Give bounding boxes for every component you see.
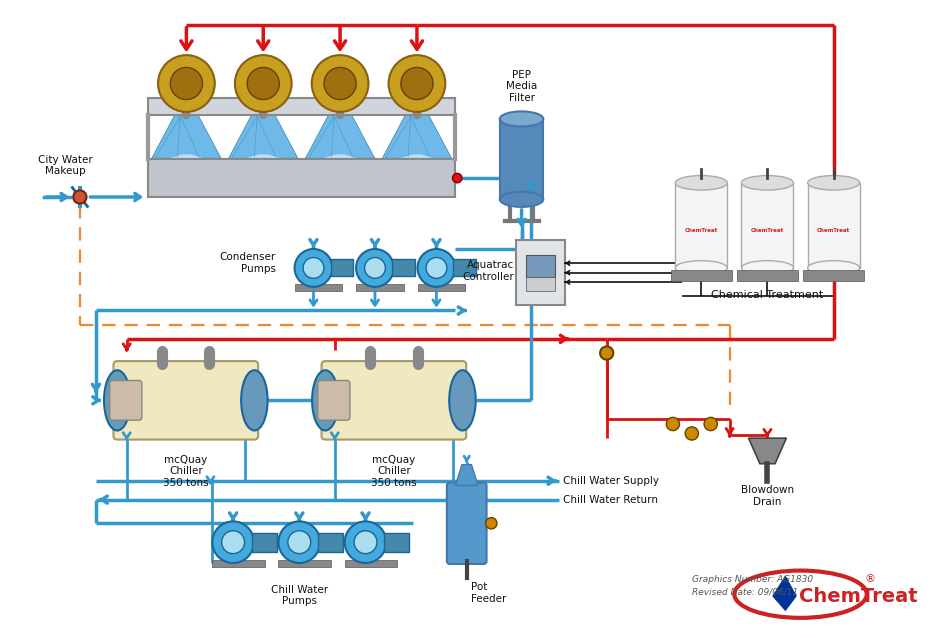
Polygon shape xyxy=(773,575,797,611)
Bar xyxy=(212,560,265,567)
Text: Chill Water Return: Chill Water Return xyxy=(563,494,658,505)
FancyBboxPatch shape xyxy=(110,380,142,420)
Bar xyxy=(331,260,353,276)
Circle shape xyxy=(666,417,679,431)
Circle shape xyxy=(171,68,202,100)
Bar xyxy=(279,560,331,567)
Circle shape xyxy=(685,427,698,440)
Circle shape xyxy=(704,417,718,431)
Circle shape xyxy=(426,258,446,278)
FancyBboxPatch shape xyxy=(114,361,258,440)
Bar xyxy=(356,284,404,291)
Text: ChemTreat: ChemTreat xyxy=(817,228,850,233)
Polygon shape xyxy=(382,115,452,158)
Circle shape xyxy=(324,68,356,100)
Circle shape xyxy=(364,258,385,278)
Bar xyxy=(392,260,415,276)
Text: Chill Water Supply: Chill Water Supply xyxy=(563,476,659,486)
FancyBboxPatch shape xyxy=(446,482,487,564)
Bar xyxy=(500,119,543,199)
Text: Blowdown
Drain: Blowdown Drain xyxy=(741,486,794,507)
Polygon shape xyxy=(456,464,478,486)
Ellipse shape xyxy=(676,175,727,190)
Text: mcQuay
Chiller
350 tons: mcQuay Chiller 350 tons xyxy=(163,455,209,488)
FancyBboxPatch shape xyxy=(148,98,456,115)
Text: ChemTreat: ChemTreat xyxy=(751,228,784,233)
Bar xyxy=(803,270,864,281)
Ellipse shape xyxy=(742,261,793,275)
Circle shape xyxy=(158,55,214,112)
Polygon shape xyxy=(323,154,357,158)
Bar xyxy=(808,183,859,268)
Polygon shape xyxy=(400,154,433,158)
Circle shape xyxy=(453,174,462,183)
Circle shape xyxy=(288,531,310,554)
Circle shape xyxy=(600,346,613,360)
Circle shape xyxy=(222,531,244,554)
Bar xyxy=(252,533,277,552)
Text: Condenser
Pumps: Condenser Pumps xyxy=(219,253,276,274)
FancyBboxPatch shape xyxy=(527,278,555,291)
Ellipse shape xyxy=(500,112,543,126)
Circle shape xyxy=(486,517,497,529)
Circle shape xyxy=(356,249,394,287)
Polygon shape xyxy=(306,115,375,158)
Circle shape xyxy=(235,55,292,112)
Text: PEP
Media
Filter: PEP Media Filter xyxy=(506,70,537,103)
Text: Chemical Treatment: Chemical Treatment xyxy=(711,290,824,300)
Polygon shape xyxy=(228,115,298,158)
Ellipse shape xyxy=(241,370,267,431)
FancyBboxPatch shape xyxy=(318,380,350,420)
FancyBboxPatch shape xyxy=(322,361,466,440)
Bar xyxy=(345,560,397,567)
Circle shape xyxy=(354,531,377,554)
Text: Pot
Feeder: Pot Feeder xyxy=(472,582,507,604)
Text: City Water
Makeup: City Water Makeup xyxy=(38,154,93,176)
Text: Aquatrac
Controller: Aquatrac Controller xyxy=(462,260,514,281)
Ellipse shape xyxy=(676,261,727,275)
Polygon shape xyxy=(246,154,281,158)
Circle shape xyxy=(418,249,456,287)
Text: Revised Date: 09/06/11: Revised Date: 09/06/11 xyxy=(692,588,798,597)
Polygon shape xyxy=(748,438,787,464)
Circle shape xyxy=(74,190,87,204)
Circle shape xyxy=(389,55,445,112)
Text: mcQuay
Chiller
350 tons: mcQuay Chiller 350 tons xyxy=(371,455,417,488)
Ellipse shape xyxy=(808,261,859,275)
Text: ®: ® xyxy=(865,574,876,584)
FancyBboxPatch shape xyxy=(527,255,555,278)
FancyBboxPatch shape xyxy=(516,240,565,306)
Ellipse shape xyxy=(104,370,130,431)
Circle shape xyxy=(295,249,333,287)
Bar xyxy=(742,183,793,268)
FancyBboxPatch shape xyxy=(148,159,456,197)
Circle shape xyxy=(303,258,324,278)
Bar xyxy=(736,270,798,281)
Ellipse shape xyxy=(742,175,793,190)
Text: ChemTreat: ChemTreat xyxy=(685,228,718,233)
Bar xyxy=(454,260,476,276)
Circle shape xyxy=(401,68,433,100)
Circle shape xyxy=(279,521,320,563)
Circle shape xyxy=(311,55,368,112)
Bar xyxy=(384,533,409,552)
Polygon shape xyxy=(170,154,203,158)
Circle shape xyxy=(247,68,280,100)
Ellipse shape xyxy=(312,370,338,431)
Bar xyxy=(676,183,727,268)
Circle shape xyxy=(345,521,387,563)
Bar xyxy=(295,284,342,291)
Bar xyxy=(670,270,732,281)
Ellipse shape xyxy=(808,175,859,190)
Text: Graphics Number: AG1830: Graphics Number: AG1830 xyxy=(692,575,813,584)
Ellipse shape xyxy=(449,370,475,431)
Circle shape xyxy=(212,521,254,563)
Text: Chill Water
Pumps: Chill Water Pumps xyxy=(270,585,328,606)
Ellipse shape xyxy=(500,192,543,207)
Bar xyxy=(418,284,465,291)
Text: ChemTreat: ChemTreat xyxy=(799,586,917,605)
Polygon shape xyxy=(152,115,221,158)
Bar xyxy=(318,533,343,552)
